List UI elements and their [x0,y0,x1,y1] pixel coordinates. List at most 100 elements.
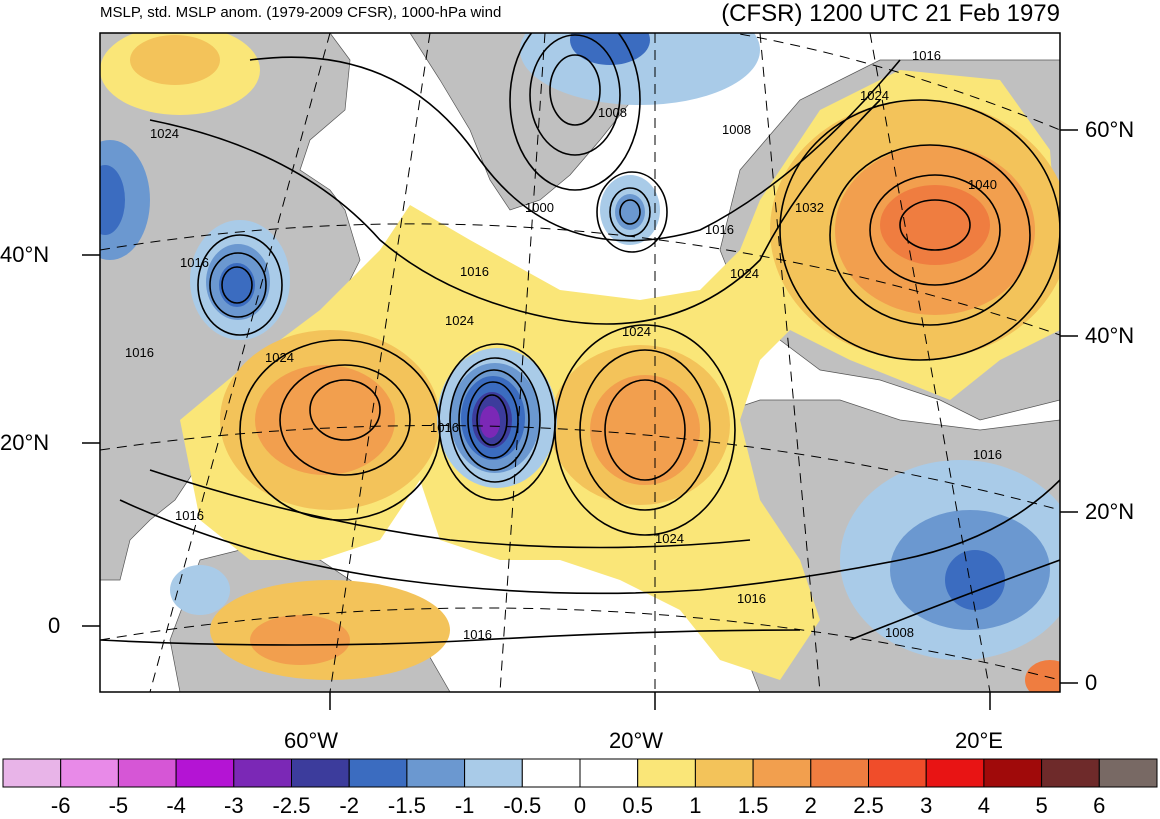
isobar-high-central-1 [604,379,686,481]
isobar-low-atlantic-3 [458,369,530,471]
colorbar-swatch [348,758,408,788]
north-low-anomaly-core [570,33,650,65]
isobar-high-europe-4 [779,99,1060,361]
colorbar-swatch [983,758,1043,788]
isobar-low-north-3 [509,33,641,191]
contour-label: 1016 [180,255,209,270]
isobar-contours [100,33,1060,646]
lat-label-right-0: 0 [1085,670,1098,695]
isobar-1016-far-south [100,629,801,646]
contour-label: 1040 [968,177,997,192]
colorbar-label: 5 [1035,793,1048,818]
lon-label-20w: 20°W [609,728,664,753]
contour-label: 1016 [460,264,489,279]
isobar-high-europe-2 [869,174,1001,286]
meridian-40w [499,33,546,692]
parallel-20n [100,425,1060,511]
isobar-low-atlantic-1 [476,394,508,446]
colorbar-label: 2.5 [853,793,884,818]
colorbar-label: -4 [166,793,186,818]
colorbar-label: 1.5 [737,793,769,818]
colorbar-swatch [810,758,869,788]
colorbar-label: 2 [804,793,817,818]
colorbar-label: -5 [108,793,129,818]
colorbar-swatch [406,758,466,788]
colorbar-swatch [2,758,62,788]
africa-low-anomaly-deep [945,550,1005,610]
lat-label-left-20n: 20°N [0,430,50,455]
contour-label: 1008 [885,625,914,640]
contour-label: 1024 [445,313,474,328]
colorbar-label: -3 [224,793,244,818]
colorbar-swatch [233,758,293,788]
colorbar-label: -1 [454,793,475,818]
colorbar-swatch [1041,758,1100,788]
central-high-anomaly-core [590,375,700,485]
contour-label: 1016 [912,48,941,63]
isobar-low-greenland-3 [596,171,668,253]
contour-label: 1024 [622,324,651,339]
colorbar-swatch [868,758,927,788]
lat-label-left-40n: 40°N [0,242,50,267]
contour-label: 1016 [125,345,154,360]
isobar-low-atlantic-2 [467,381,519,459]
colorbar-label: -0.5 [503,793,542,818]
south-america-high-anomaly-core [250,615,350,665]
contour-label: 1016 [973,447,1002,462]
meridian-20e [869,33,991,692]
colorbar-label: -2 [339,793,359,818]
lat-label-left-0: 0 [48,613,61,638]
colorbar-swatch [579,758,639,788]
contour-label: 1016 [737,591,766,606]
lat-label-right-40n: 40°N [1085,323,1135,348]
contour-label: 1008 [598,105,627,120]
colorbar-swatch [521,758,581,788]
contour-label: 1008 [722,122,751,137]
contour-label: 1024 [655,531,684,546]
contour-label: 1016 [463,627,492,642]
colorbar-label: 3 [920,793,933,818]
southwest-low-anomaly [170,565,230,615]
isobar-high-central-3 [554,324,736,536]
isobar-low-atlantic-4 [449,357,541,483]
contour-label: 1016 [705,222,734,237]
colorbar-swatch [60,758,119,788]
northwest-high-anomaly-core [130,35,220,85]
colorbar-swatch [752,758,812,788]
colorbar-label: 6 [1093,793,1106,818]
isobar-high-west-2 [279,364,411,476]
anomaly-shading [100,33,1060,692]
southeast-high-anomaly [1025,660,1060,692]
colorbar-swatch [637,758,696,788]
isobar-high-west-1 [309,379,381,441]
isobar-high-west-3 [239,339,441,521]
colorbar-swatch [291,758,350,788]
colorbar-label: -1.5 [387,793,426,818]
contour-label: 1016 [175,508,204,523]
mid-atlantic-low-anomaly-core [480,406,500,438]
isobar-1024-north [149,99,881,325]
isobar-high-europe-1 [899,199,971,251]
colorbar [2,758,1158,788]
contour-label: 1024 [150,126,179,141]
isobar-low-north-2 [529,34,621,156]
isobar-low-north-1 [549,54,601,126]
map-title: (CFSR) 1200 UTC 21 Feb 1979 [721,0,1060,27]
contour-labels: 1024 1016 1016 1024 1024 1016 1016 1016 … [125,48,1002,642]
isobar-1016-north [249,56,901,242]
meridian-80w [149,33,331,692]
map-subtitle: MSLP, std. MSLP anom. (1979-2009 CFSR), … [100,4,502,21]
colorbar-label: -2.5 [272,793,311,818]
us-low-anomaly-core [219,263,255,307]
graticule [100,33,1060,692]
colorbar-swatch [117,758,177,788]
parallel-40n [100,223,1060,336]
isobar-low-greenland-1 [619,199,641,225]
contour-label: 1000 [525,200,554,215]
parallel-0 [100,607,1060,681]
western-high-anomaly-core [255,365,395,475]
colorbar-swatch [464,758,523,788]
colorbar-label: -6 [50,793,71,818]
contour-label: 1024 [730,266,759,281]
lat-ticks [82,129,1078,684]
